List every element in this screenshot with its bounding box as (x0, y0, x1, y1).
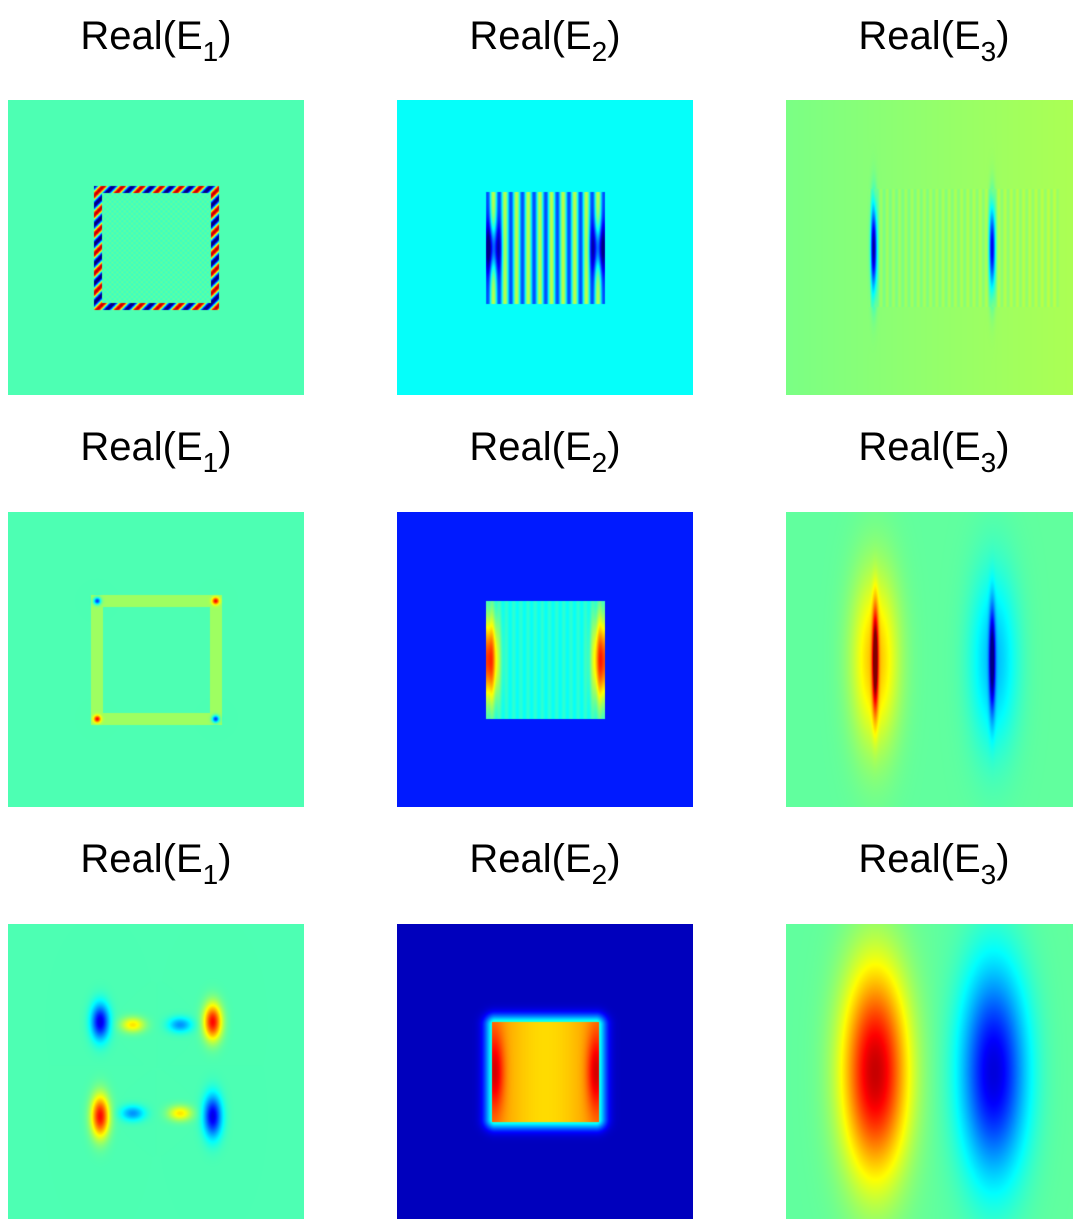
title-close: ) (996, 14, 1010, 58)
title-close: ) (996, 425, 1010, 469)
title-close: ) (996, 837, 1010, 881)
field-map-e3-row2 (786, 512, 1073, 807)
panel-title: Real(E3) (786, 425, 1073, 477)
title-subscript: 3 (980, 859, 997, 890)
title-subscript: 3 (980, 36, 997, 67)
title-subscript: 1 (202, 36, 219, 67)
field-map-e3-row1 (786, 100, 1073, 395)
title-subscript: 2 (591, 36, 608, 67)
field-map-e3-row3 (786, 924, 1073, 1219)
panel-title: Real(E1) (8, 425, 304, 477)
field-map-e1-row1 (8, 100, 304, 395)
title-text: Real(E (80, 14, 203, 58)
panel-title: Real(E1) (8, 14, 304, 66)
title-text: Real(E (858, 837, 981, 881)
title-subscript: 2 (591, 447, 608, 478)
panel-title: Real(E3) (786, 837, 1073, 889)
panel-title: Real(E2) (397, 837, 693, 889)
panel-title: Real(E2) (397, 14, 693, 66)
title-subscript: 2 (591, 859, 608, 890)
title-text: Real(E (469, 14, 592, 58)
title-subscript: 1 (202, 859, 219, 890)
panel-title: Real(E1) (8, 837, 304, 889)
field-map-e1-row3 (8, 924, 304, 1219)
title-text: Real(E (858, 425, 981, 469)
title-close: ) (218, 837, 232, 881)
title-text: Real(E (858, 14, 981, 58)
title-text: Real(E (80, 837, 203, 881)
panel-title: Real(E2) (397, 425, 693, 477)
title-close: ) (607, 14, 621, 58)
panel-title: Real(E3) (786, 14, 1073, 66)
field-map-e2-row3 (397, 924, 693, 1219)
field-map-e2-row2 (397, 512, 693, 807)
field-map-e2-row1 (397, 100, 693, 395)
title-close: ) (218, 14, 232, 58)
title-text: Real(E (469, 837, 592, 881)
title-close: ) (607, 837, 621, 881)
field-map-e1-row2 (8, 512, 304, 807)
title-close: ) (218, 425, 232, 469)
title-text: Real(E (469, 425, 592, 469)
title-text: Real(E (80, 425, 203, 469)
title-subscript: 1 (202, 447, 219, 478)
title-subscript: 3 (980, 447, 997, 478)
title-close: ) (607, 425, 621, 469)
